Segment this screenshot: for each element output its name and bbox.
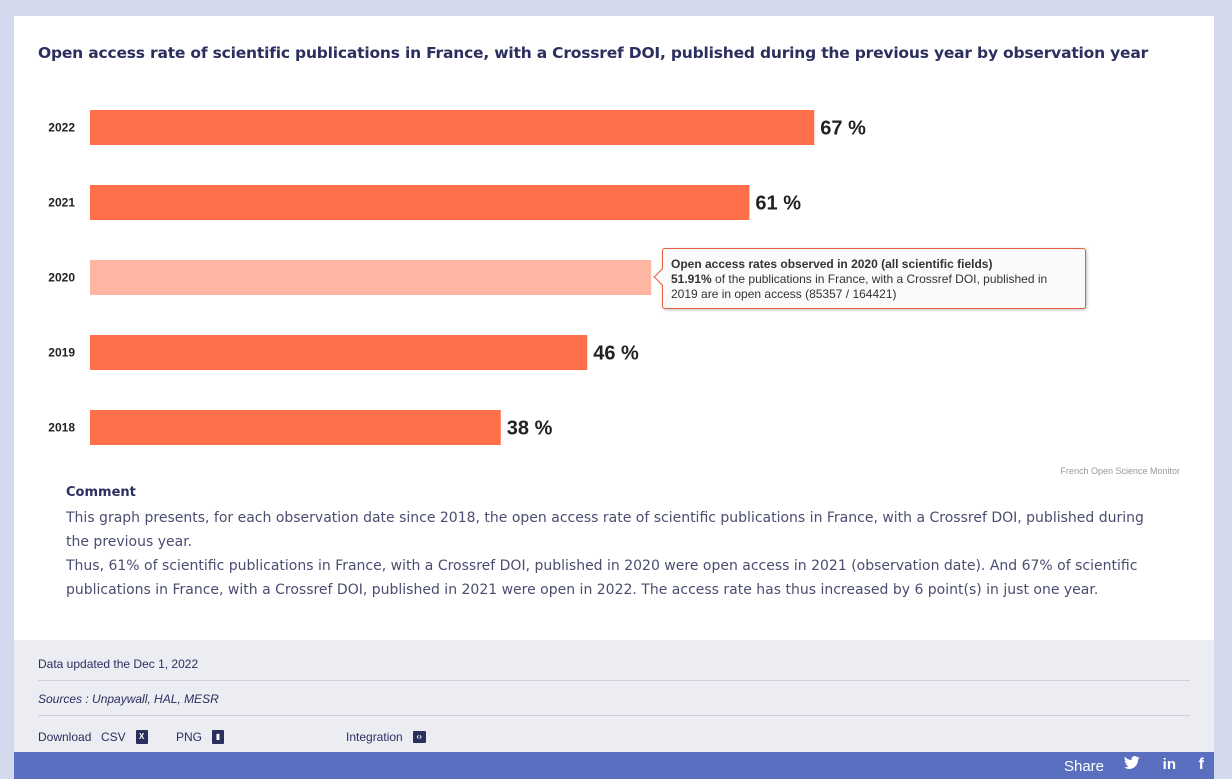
csv-file-icon: X bbox=[135, 730, 148, 744]
download-png-button[interactable]: PNG ▮ bbox=[176, 730, 225, 744]
bar-2022[interactable] bbox=[90, 110, 815, 145]
comment-paragraph-1: This graph presents, for each observatio… bbox=[66, 510, 1144, 550]
share-label: Share bbox=[1063, 758, 1104, 775]
download-csv-button[interactable]: CSV X bbox=[101, 730, 148, 744]
share-bar: Share in f bbox=[14, 752, 1214, 779]
bar-chart: 2022 67 % 2021 61 % 2020 2019 46 % 2018 38 % bbox=[48, 110, 866, 445]
y-tick-label: 2022 bbox=[48, 121, 75, 135]
csv-label: CSV bbox=[101, 730, 126, 744]
chart-title: Open access rate of scientific publicati… bbox=[38, 44, 1149, 62]
bar-2020[interactable] bbox=[90, 260, 652, 295]
y-tick-label: 2020 bbox=[48, 271, 75, 285]
data-label-2019: 46 % bbox=[593, 343, 639, 365]
sources-text: Sources : Unpaywall, HAL, MESR bbox=[38, 692, 219, 706]
chart-card: Open access rate of scientific publicati… bbox=[14, 16, 1214, 640]
y-tick-label: 2018 bbox=[48, 421, 75, 435]
data-label-2018: 38 % bbox=[507, 418, 553, 440]
integration-button[interactable]: Integration ‹› bbox=[346, 730, 426, 744]
integration-label: Integration bbox=[346, 730, 403, 744]
comment-paragraph-2: Thus, 61% of scientific publications in … bbox=[66, 558, 1138, 598]
download-label: Download bbox=[38, 730, 91, 744]
chart-footer: Data updated the Dec 1, 2022 Sources : U… bbox=[14, 640, 1214, 752]
png-file-icon: ▮ bbox=[212, 730, 225, 744]
linkedin-icon[interactable]: in bbox=[1162, 756, 1176, 773]
comment-title: Comment bbox=[66, 485, 136, 500]
twitter-icon[interactable] bbox=[1124, 756, 1140, 774]
chart-tooltip: Open access rates observed in 2020 (all … bbox=[653, 248, 1086, 309]
data-label-2021: 61 % bbox=[755, 193, 801, 215]
code-embed-icon: ‹› bbox=[412, 731, 426, 743]
tooltip-title: Open access rates observed in 2020 (all … bbox=[671, 257, 993, 271]
download-text: Download bbox=[38, 730, 92, 744]
comment-section: Comment This graph presents, for each ob… bbox=[66, 485, 1166, 602]
tooltip-value: 51.91% bbox=[671, 272, 712, 286]
data-label-2022: 67 % bbox=[820, 118, 866, 140]
y-tick-label: 2021 bbox=[48, 196, 75, 210]
tooltip-text: of the publications in France, with a Cr… bbox=[671, 272, 1048, 301]
facebook-icon[interactable]: f bbox=[1198, 756, 1204, 773]
bar-2019[interactable] bbox=[90, 335, 588, 370]
png-label: PNG bbox=[176, 730, 203, 744]
bar-2021[interactable] bbox=[90, 185, 750, 220]
chart-credit: French Open Science Monitor bbox=[1060, 466, 1180, 476]
footer-divider bbox=[38, 680, 1190, 681]
y-tick-label: 2019 bbox=[48, 346, 75, 360]
footer-divider bbox=[38, 715, 1190, 716]
bar-2018[interactable] bbox=[90, 410, 501, 445]
data-updated-text: Data updated the Dec 1, 2022 bbox=[38, 657, 199, 671]
